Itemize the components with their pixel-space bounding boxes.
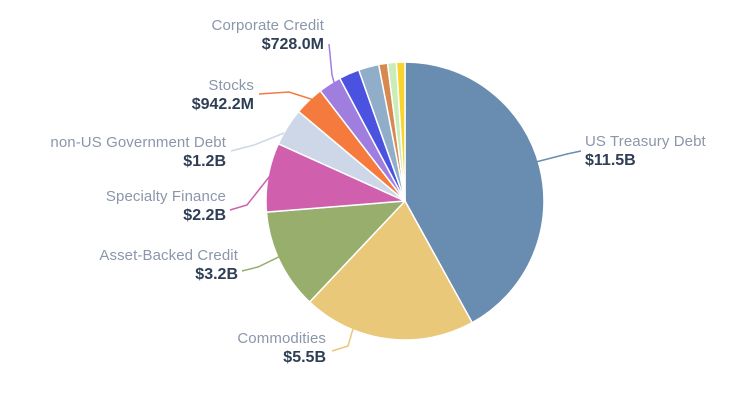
pie-slice-commodities[interactable] bbox=[308, 200, 473, 341]
pie-slice-us-treasury-debt[interactable] bbox=[404, 61, 545, 324]
label-value: $3.2B bbox=[195, 266, 238, 283]
label-value: $1.2B bbox=[183, 153, 226, 170]
label-value: $942.2M bbox=[191, 96, 254, 113]
label-non-us-government-debt: non-US Government Debt $1.2B bbox=[50, 133, 226, 171]
label-asset-backed-credit: Asset-Backed Credit $3.2B bbox=[99, 246, 238, 284]
pie-slices bbox=[265, 61, 545, 341]
pie-slice-asset-backed-credit[interactable] bbox=[265, 200, 406, 303]
label-category: Stocks bbox=[208, 77, 254, 94]
label-category: Commodities bbox=[237, 330, 326, 347]
label-value: $2.2B bbox=[183, 207, 226, 224]
callout-line-asset-backed-credit bbox=[241, 249, 294, 272]
callout-line-corporate-credit bbox=[328, 43, 338, 94]
label-category: non-US Government Debt bbox=[50, 134, 226, 151]
label-stocks: Stocks $942.2M bbox=[192, 76, 254, 114]
label-value: $728.0M bbox=[261, 36, 324, 53]
label-value: $11.5B bbox=[585, 152, 636, 169]
label-commodities: Commodities $5.5B bbox=[237, 329, 326, 367]
label-category: Corporate Credit bbox=[211, 17, 324, 34]
label-value: $5.5B bbox=[283, 349, 326, 366]
label-corporate-credit: Corporate Credit $728.0M bbox=[212, 16, 324, 54]
callout-line-stocks bbox=[258, 91, 315, 101]
label-category: Asset-Backed Credit bbox=[99, 247, 238, 264]
callout-line-specialty-finance bbox=[229, 171, 274, 211]
callout-line-commodities bbox=[331, 314, 358, 352]
callout-line-us-treasury-debt bbox=[527, 150, 582, 165]
callout-lines bbox=[229, 43, 582, 352]
label-category: US Treasury Debt bbox=[585, 133, 706, 150]
callout-line-non-us-government-debt bbox=[230, 132, 285, 152]
pie-slice-unlabeled-5[interactable] bbox=[395, 61, 406, 202]
label-specialty-finance: Specialty Finance $2.2B bbox=[106, 187, 226, 225]
label-category: Specialty Finance bbox=[105, 188, 226, 205]
label-us-treasury-debt: US Treasury Debt $11.5B bbox=[585, 132, 706, 170]
